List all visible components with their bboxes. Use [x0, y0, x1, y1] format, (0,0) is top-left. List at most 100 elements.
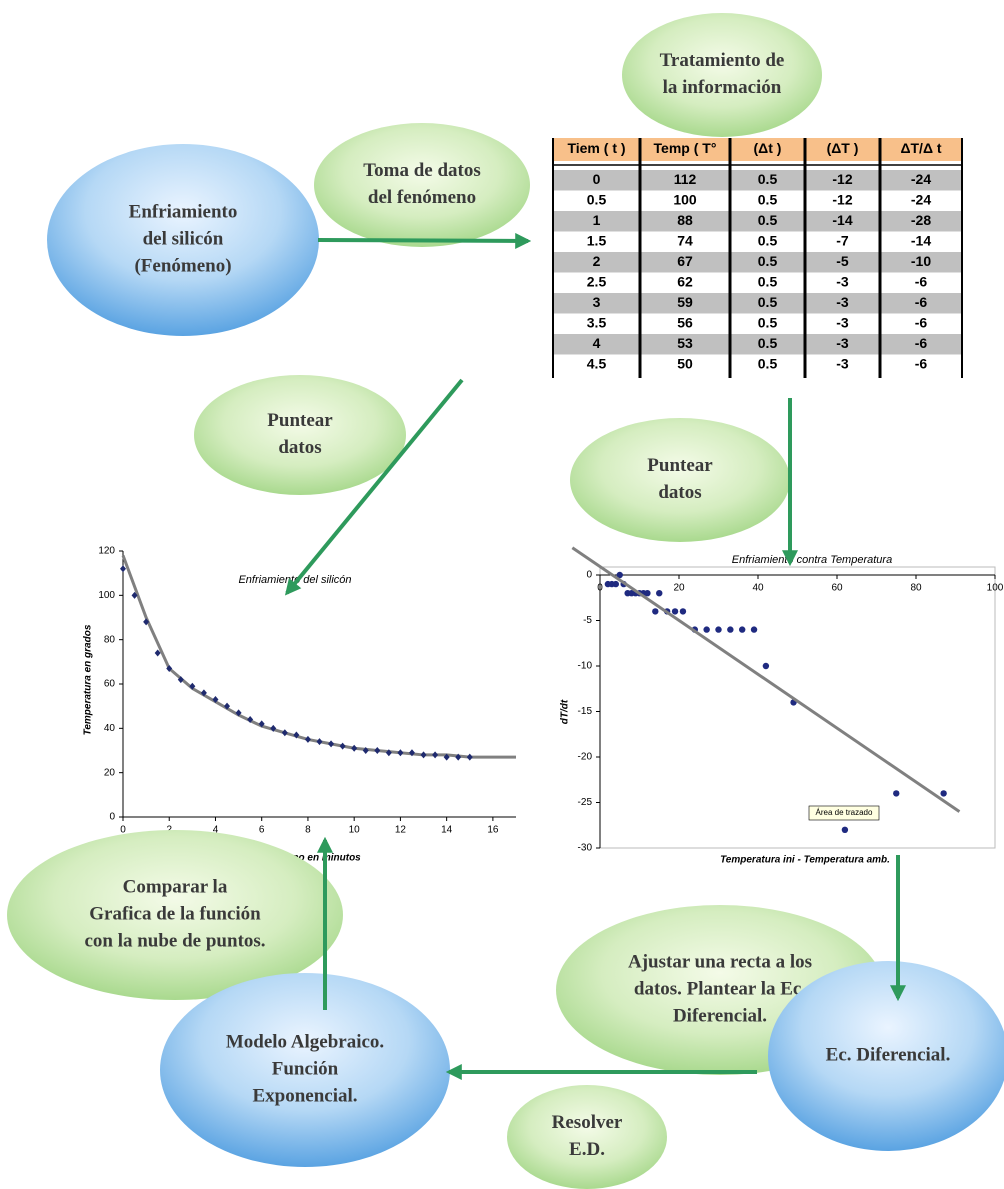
- table-cell: 0.5: [758, 191, 778, 207]
- header-cell: [640, 138, 730, 161]
- node: Tratamiento de la información: [622, 13, 822, 137]
- point: [177, 676, 184, 684]
- header-cell: [553, 138, 640, 161]
- table-cell: -3: [836, 294, 849, 310]
- table-cell: 62: [677, 273, 693, 289]
- table-cell: 4: [593, 335, 601, 351]
- point: [715, 626, 722, 633]
- y-tick-label: 0: [109, 812, 115, 823]
- header-cell: [730, 138, 805, 161]
- point: [351, 744, 358, 752]
- table-cell: 4.5: [587, 355, 607, 371]
- point: [762, 662, 770, 670]
- y-tick-label: 20: [104, 767, 116, 778]
- table-cell: 0.5: [758, 273, 778, 289]
- arrow: [317, 232, 532, 249]
- node-label: datos: [658, 482, 701, 503]
- node-shape: [507, 1085, 667, 1189]
- table-cell: 3: [593, 294, 601, 310]
- node-label: Resolver: [552, 1112, 623, 1133]
- header-cell: [880, 138, 962, 161]
- node-label: Enfriamiento: [129, 201, 238, 222]
- x-tick-label: 60: [831, 583, 843, 594]
- node: Ec. Diferencial.: [768, 961, 1004, 1151]
- table-cell: 74: [677, 232, 693, 248]
- x-tick-label: 80: [910, 583, 922, 594]
- point: [408, 749, 415, 757]
- table-cell: -6: [915, 314, 928, 330]
- node-shape: [160, 973, 450, 1167]
- x-tick-label: 12: [395, 825, 407, 836]
- point: [281, 729, 288, 737]
- table-cell: -7: [836, 232, 849, 248]
- point: [131, 591, 138, 599]
- x-tick-label: 40: [752, 583, 764, 594]
- point: [656, 590, 663, 597]
- point: [739, 626, 746, 633]
- point: [679, 608, 687, 615]
- node-label: Diferencial.: [673, 1005, 767, 1026]
- x-tick-label: 16: [487, 825, 499, 836]
- point: [339, 742, 346, 750]
- node-label: Ajustar una recta a los: [628, 951, 812, 972]
- table-cell: 0.5: [758, 171, 778, 187]
- point: [143, 618, 150, 626]
- node-label: Puntear: [647, 455, 713, 476]
- point: [224, 702, 231, 710]
- node-shape: [570, 418, 790, 542]
- row-bg: [553, 354, 962, 375]
- point: [304, 735, 311, 743]
- arrows: [284, 232, 906, 1080]
- chart: 0246810121416020406080100120Enfriamiento…: [83, 546, 516, 864]
- table-cell: 67: [677, 253, 693, 269]
- node: Enfriamiento del silicón (Fenómeno): [47, 144, 319, 336]
- x-tick-label: 14: [441, 825, 453, 836]
- point: [420, 751, 427, 759]
- point: [750, 626, 758, 633]
- node-shape: [47, 144, 319, 336]
- y-tick-label: -20: [578, 752, 593, 763]
- point: [703, 626, 710, 633]
- table-cell: 0.5: [758, 294, 778, 310]
- table-cell: 50: [677, 355, 693, 371]
- row-bg: [553, 252, 962, 273]
- table-cell: 1: [593, 212, 601, 228]
- table-cell: -6: [915, 273, 928, 289]
- table-cell: 56: [677, 314, 693, 330]
- table-cell: -3: [836, 314, 849, 330]
- y-tick-label: 80: [104, 634, 116, 645]
- point: [374, 747, 381, 754]
- row-bg: [553, 211, 962, 232]
- table-cell: -14: [832, 212, 852, 228]
- plot-frame: [599, 566, 996, 849]
- node-label: Comparar la: [123, 876, 228, 897]
- node-shape: [314, 123, 530, 247]
- node-label: Función: [272, 1058, 339, 1079]
- point: [189, 682, 196, 690]
- y-tick-label: 100: [98, 590, 115, 601]
- x-tick-label: 6: [259, 825, 265, 836]
- node-shape: [7, 830, 343, 1000]
- chart: 0 20 40 60 80 100 0 -5 -10 -15 -20 -25 -30 Enfriamien…: [560, 546, 1004, 866]
- point: [270, 724, 277, 732]
- point: [235, 709, 242, 717]
- node-label: Toma de datos: [363, 160, 481, 181]
- node: Resolver E.D.: [507, 1085, 667, 1189]
- node-label: Exponencial.: [252, 1085, 357, 1106]
- table-cell: -12: [832, 191, 852, 207]
- table-cell: -12: [832, 171, 852, 187]
- annotation: Área de trazado: [816, 808, 873, 817]
- table-cell: 1.5: [587, 232, 607, 248]
- point: [727, 626, 734, 633]
- table-cell: -6: [915, 355, 928, 371]
- point: [247, 715, 254, 723]
- row-bg: [553, 293, 962, 314]
- table-cell: 88: [677, 212, 693, 228]
- point: [120, 565, 126, 573]
- node: Toma de datos del fenómeno: [314, 123, 530, 247]
- point: [258, 720, 265, 728]
- node-label: datos. Plantear la Ec.: [634, 978, 806, 999]
- y-tick-label: -10: [578, 661, 593, 672]
- x-tick-label: 8: [305, 825, 311, 836]
